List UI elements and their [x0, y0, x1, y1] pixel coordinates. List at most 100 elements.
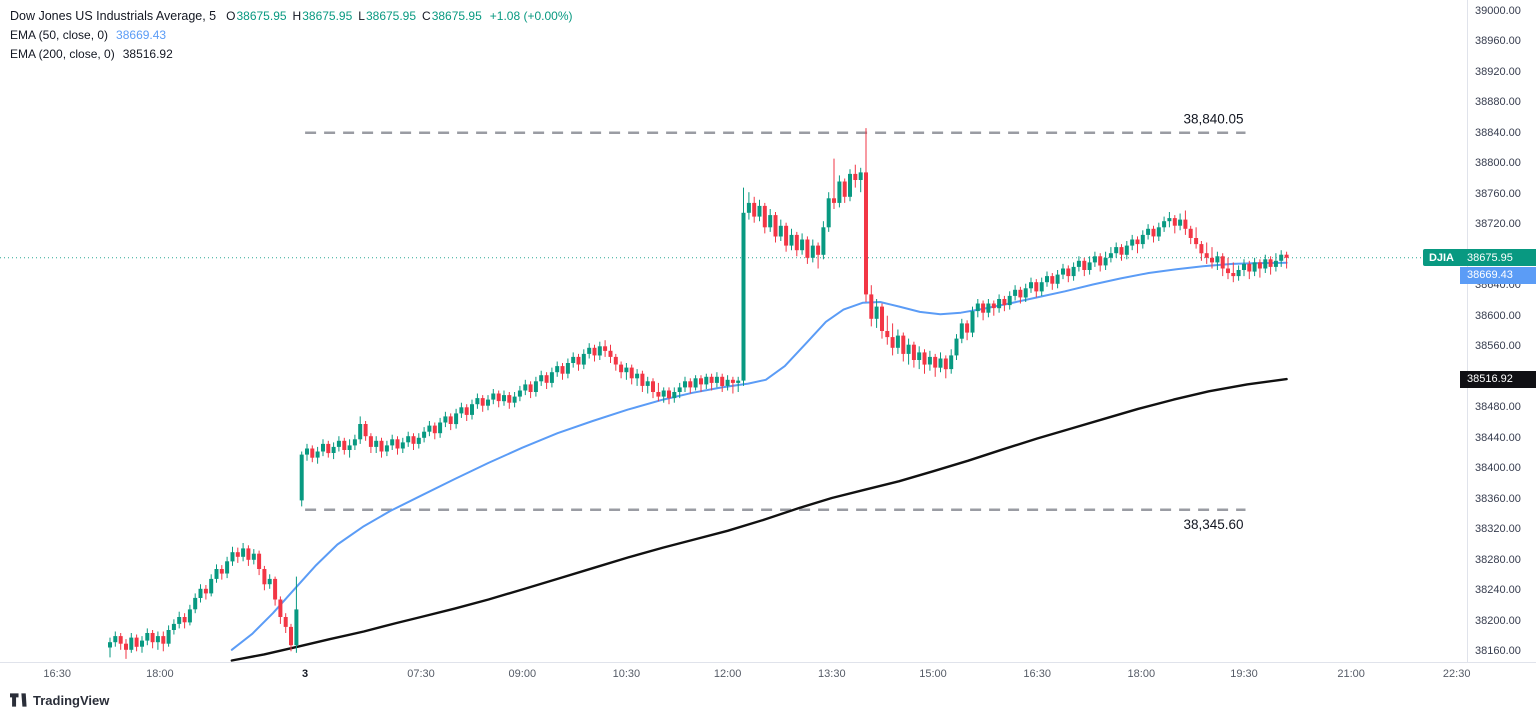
candle-body: [688, 381, 693, 388]
candle-body: [161, 636, 166, 644]
ohlc-close: C38675.95: [422, 9, 482, 23]
price-tick-label: 38440.00: [1475, 431, 1521, 444]
ema200-line[interactable]: [230, 377, 1288, 662]
candle-body: [299, 454, 304, 501]
ema200-value: 38516.92: [122, 46, 173, 61]
candle-body: [1151, 228, 1156, 237]
price-tick-label: 38920.00: [1475, 65, 1521, 78]
candle-body: [1215, 256, 1220, 263]
candle-body: [336, 440, 341, 447]
tradingview-wordmark[interactable]: TradingView: [33, 692, 110, 708]
candle-body: [1263, 259, 1268, 269]
price-chart-canvas[interactable]: 38,840.05 38,345.60: [0, 0, 1467, 662]
candle-body: [624, 367, 629, 373]
footer-bar: TradingView: [0, 686, 1536, 714]
candle-body: [129, 637, 134, 650]
candle-body: [752, 202, 757, 217]
candle-body: [587, 347, 592, 354]
candle-body: [1167, 218, 1172, 222]
candle-body: [853, 173, 858, 180]
candle-body: [975, 303, 980, 312]
ema200-legend-row[interactable]: EMA (200, close, 0) 38516.92: [10, 44, 573, 63]
candle-body: [709, 376, 714, 383]
candle-body: [816, 245, 821, 255]
candle-body: [246, 548, 251, 560]
candle-body: [1247, 263, 1252, 272]
candle-body: [374, 440, 379, 447]
candle-body: [981, 303, 986, 313]
price-axis[interactable]: 39000.00 38960.00 38920.00 38880.00 38840.00…: [1467, 0, 1536, 662]
candle-body: [629, 367, 634, 379]
candle-body: [1204, 253, 1209, 258]
candle-body: [581, 353, 586, 365]
candle-body: [1172, 218, 1177, 226]
candle-body: [1087, 262, 1092, 270]
candle-body: [885, 331, 890, 338]
candle-body: [693, 378, 698, 388]
time-axis[interactable]: 16:30 18:00 3 07:30 09:00 10:30 12:00 13:30 15:0…: [0, 662, 1536, 687]
candle-body: [890, 337, 895, 348]
candle-body: [283, 617, 288, 627]
candle-body: [113, 636, 118, 643]
candle-body: [821, 227, 826, 255]
candle-body: [991, 303, 996, 309]
candle-body: [443, 416, 448, 423]
candle-body: [182, 617, 187, 623]
candle-body: [502, 395, 506, 402]
candle-body: [954, 338, 959, 356]
candle-body: [326, 443, 331, 454]
candle-body: [549, 372, 554, 383]
candle-body: [1188, 228, 1193, 238]
candle-body: [289, 626, 293, 646]
candle-body: [187, 609, 192, 623]
candle-body: [874, 306, 879, 319]
candle-body: [592, 347, 597, 356]
candle-body: [475, 398, 480, 405]
candle-body: [470, 404, 474, 415]
candle-body: [714, 376, 719, 383]
high-value: 38675.95: [302, 8, 353, 23]
candle-body: [911, 344, 916, 360]
candle-body: [108, 642, 112, 648]
candle-body: [400, 442, 405, 449]
candle-body: [390, 439, 395, 446]
candle-body: [1114, 247, 1119, 254]
price-tick-label: 38760.00: [1475, 187, 1521, 200]
ema50-line[interactable]: [230, 261, 1288, 651]
candle-body: [805, 239, 810, 258]
price-tick-label: 38160.00: [1475, 645, 1521, 658]
price-tick-label: 38320.00: [1475, 523, 1521, 536]
candle-body: [1013, 289, 1018, 296]
candle-body: [1268, 259, 1273, 267]
candle-body: [810, 245, 815, 258]
symbol-legend-row[interactable]: Dow Jones US Industrials Average, 5 O386…: [10, 6, 573, 25]
open-value: 38675.95: [236, 8, 287, 23]
chart-plot-area[interactable]: 38,840.05 38,345.60 Dow Jones US Industri…: [0, 0, 1467, 662]
candle-body: [486, 399, 490, 406]
candle-body: [203, 588, 208, 594]
candle-body: [528, 384, 533, 392]
candle-body: [778, 225, 783, 237]
candle-body: [1279, 254, 1284, 261]
tradingview-logo-icon[interactable]: [10, 693, 28, 707]
candle-body: [970, 311, 975, 333]
candle-body: [986, 303, 991, 313]
price-tick-label: 38200.00: [1475, 614, 1521, 627]
candle-body: [640, 373, 645, 386]
close-label: C: [422, 8, 431, 23]
candle-body: [906, 344, 911, 354]
candle-body: [363, 424, 368, 437]
ema50-legend-row[interactable]: EMA (50, close, 0) 38669.43: [10, 25, 573, 44]
ohlc-low: L38675.95: [358, 9, 416, 23]
price-level-label: 38,345.60: [1183, 517, 1243, 532]
candle-body: [454, 413, 459, 425]
ema50-badge-value: 38669.43: [1460, 266, 1536, 284]
price-tick-label: 38840.00: [1475, 126, 1521, 139]
candle-body: [209, 578, 214, 594]
candle-body: [1124, 245, 1129, 255]
candle-body: [166, 630, 171, 644]
candle-body: [347, 445, 352, 450]
candle-body: [1226, 268, 1230, 274]
price-tick-label: 38240.00: [1475, 584, 1521, 597]
candle-body: [560, 366, 565, 374]
